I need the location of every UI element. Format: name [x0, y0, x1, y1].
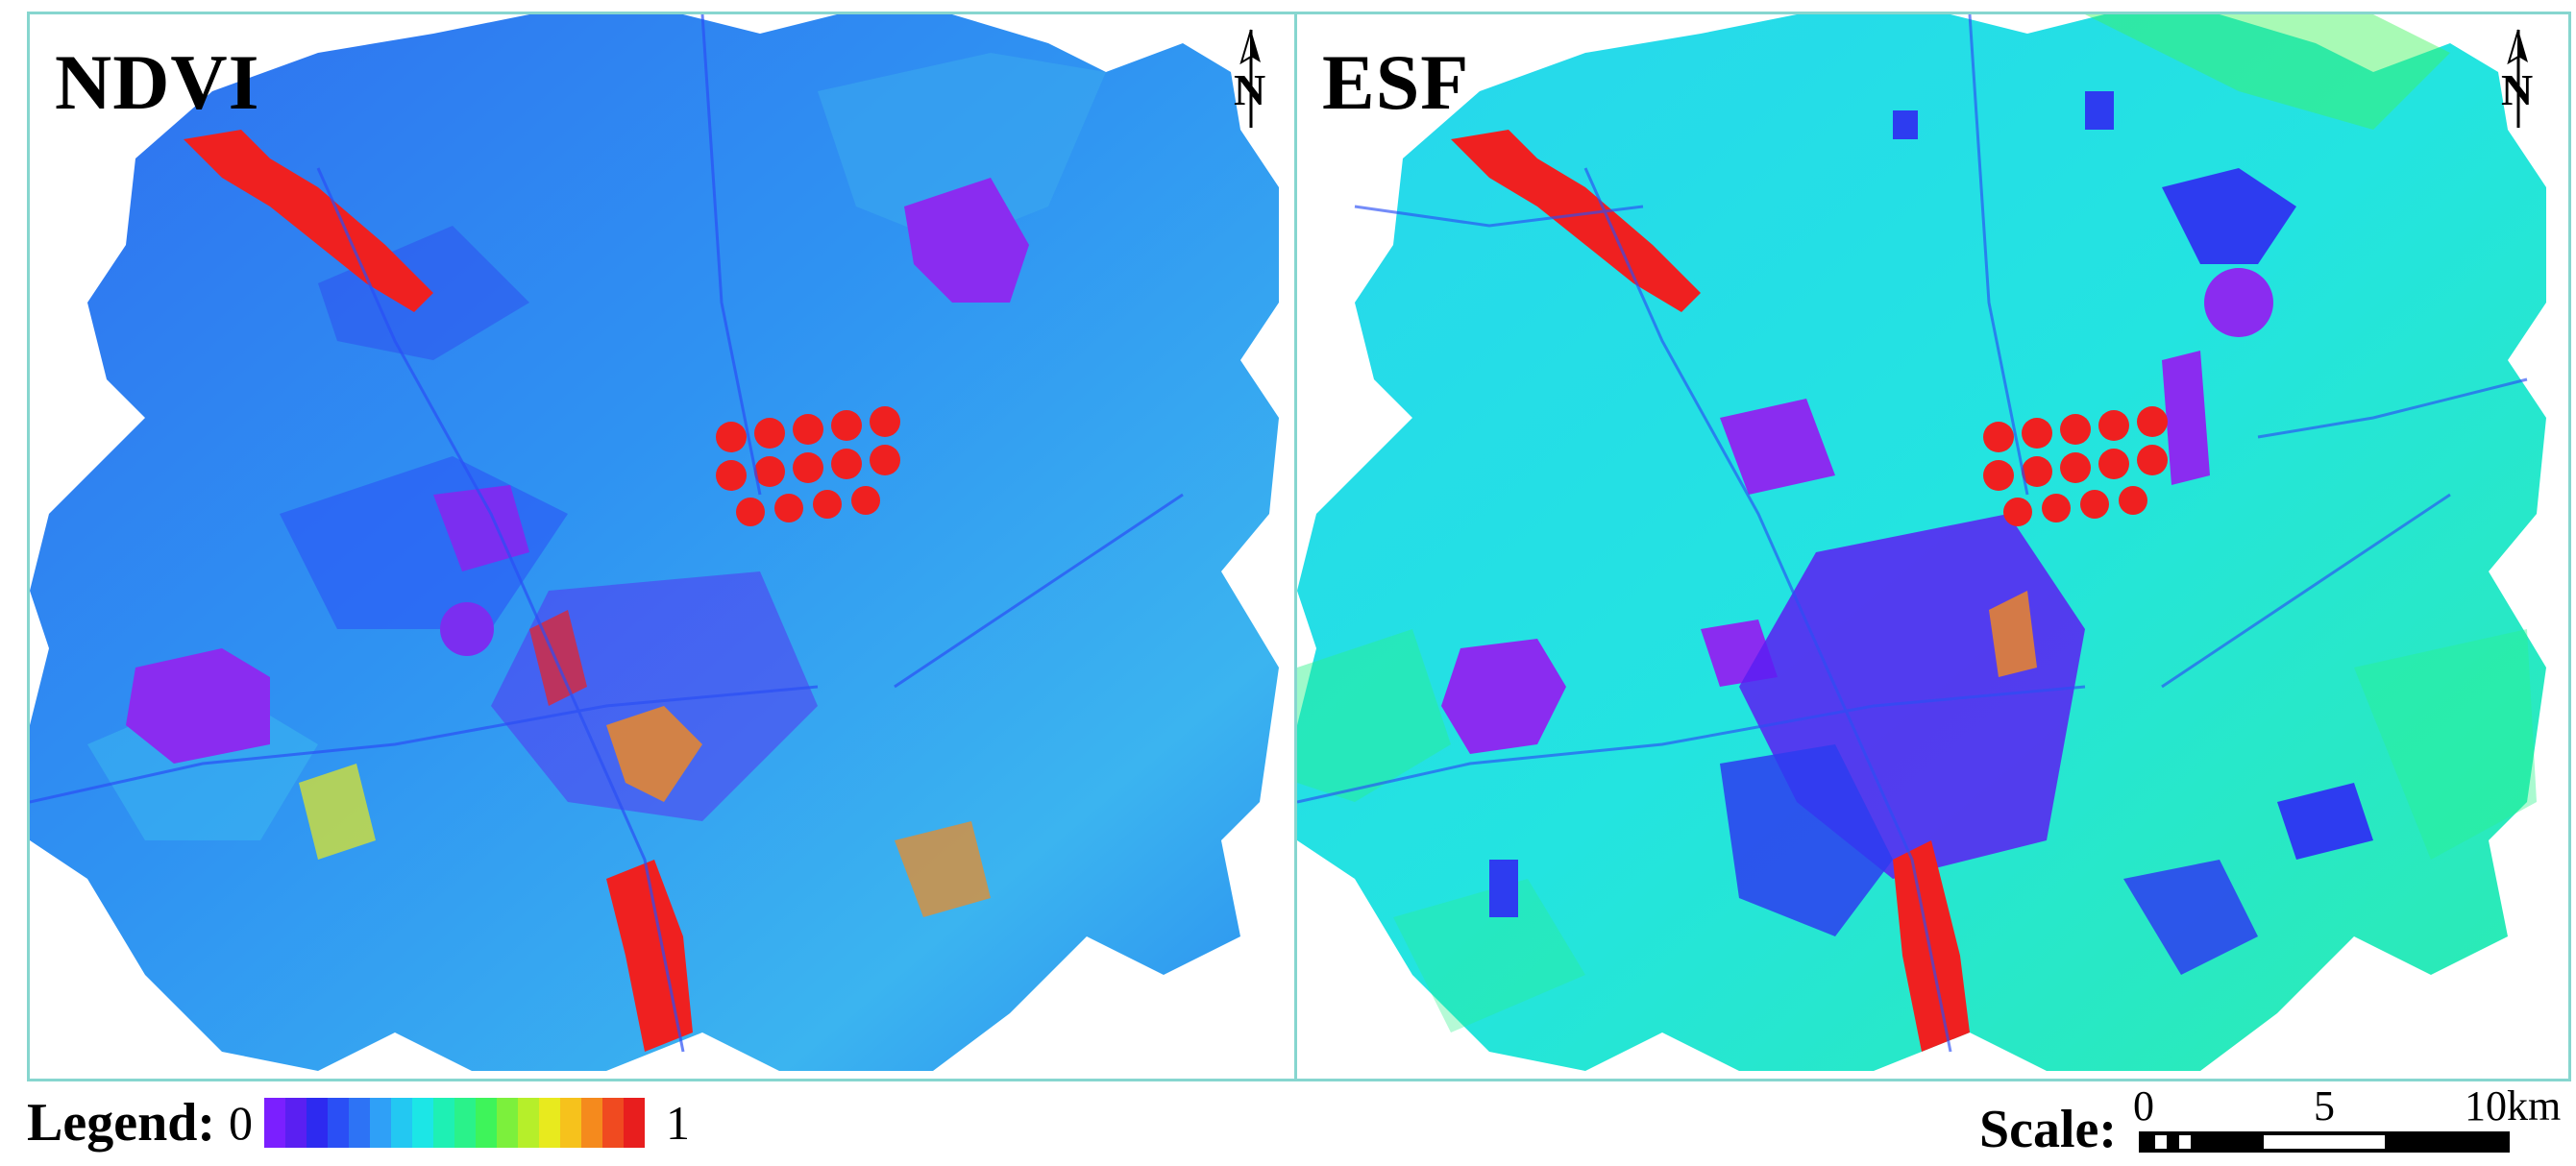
legend-swatch: [624, 1098, 645, 1148]
esf-map-panel: ESF N: [1294, 12, 2571, 1081]
esf-map: [1297, 14, 2546, 1071]
ndvi-map: [30, 14, 1279, 1071]
legend-swatch: [581, 1098, 602, 1148]
north-arrow-icon: N: [2490, 28, 2547, 132]
legend-max-label: 1: [666, 1096, 690, 1150]
legend-swatch: [328, 1098, 349, 1148]
scale-tick-label: 0: [2133, 1082, 2154, 1130]
legend-swatch: [476, 1098, 497, 1148]
legend-swatch: [412, 1098, 433, 1148]
legend-swatch: [497, 1098, 518, 1148]
legend-swatch: [539, 1098, 560, 1148]
road-network: [30, 14, 1184, 1053]
legend-swatch: [285, 1098, 307, 1148]
scale-bar: Scale: 0 5 10km: [1979, 1081, 2561, 1166]
legend-swatch: [560, 1098, 581, 1148]
legend-swatch: [602, 1098, 624, 1148]
north-label: N: [2501, 65, 2534, 114]
scale-title: Scale:: [1979, 1100, 2118, 1159]
panel-title: NDVI: [55, 38, 260, 126]
north-arrow-icon: N: [1222, 28, 1280, 132]
legend: Legend: 0 1: [27, 1089, 690, 1156]
road-network: [1297, 14, 2528, 1053]
legend-title: Legend:: [27, 1093, 215, 1153]
legend-swatch: [518, 1098, 539, 1148]
ndvi-map-panel: NDVI N: [27, 12, 1304, 1081]
legend-swatch: [370, 1098, 391, 1148]
legend-swatch: [454, 1098, 476, 1148]
urban-areas: [126, 178, 1029, 764]
legend-swatch: [433, 1098, 454, 1148]
panel-title: ESF: [1322, 38, 1470, 126]
legend-swatch: [307, 1098, 328, 1148]
legend-swatch: [349, 1098, 370, 1148]
legend-swatch: [264, 1098, 285, 1148]
scale-tick-label: 10km: [2465, 1082, 2562, 1130]
vegetation-patches: [184, 130, 991, 1052]
scale-tick-label: 5: [2314, 1082, 2335, 1130]
legend-color-ramp: [264, 1098, 645, 1148]
esf-pattern: [1297, 14, 2537, 1032]
vegetation-patches: [1451, 130, 2168, 1052]
legend-min-label: 0: [229, 1096, 253, 1150]
legend-swatch: [391, 1098, 412, 1148]
scale-bar-graphic: [2139, 1131, 2510, 1153]
north-label: N: [1234, 65, 1266, 114]
